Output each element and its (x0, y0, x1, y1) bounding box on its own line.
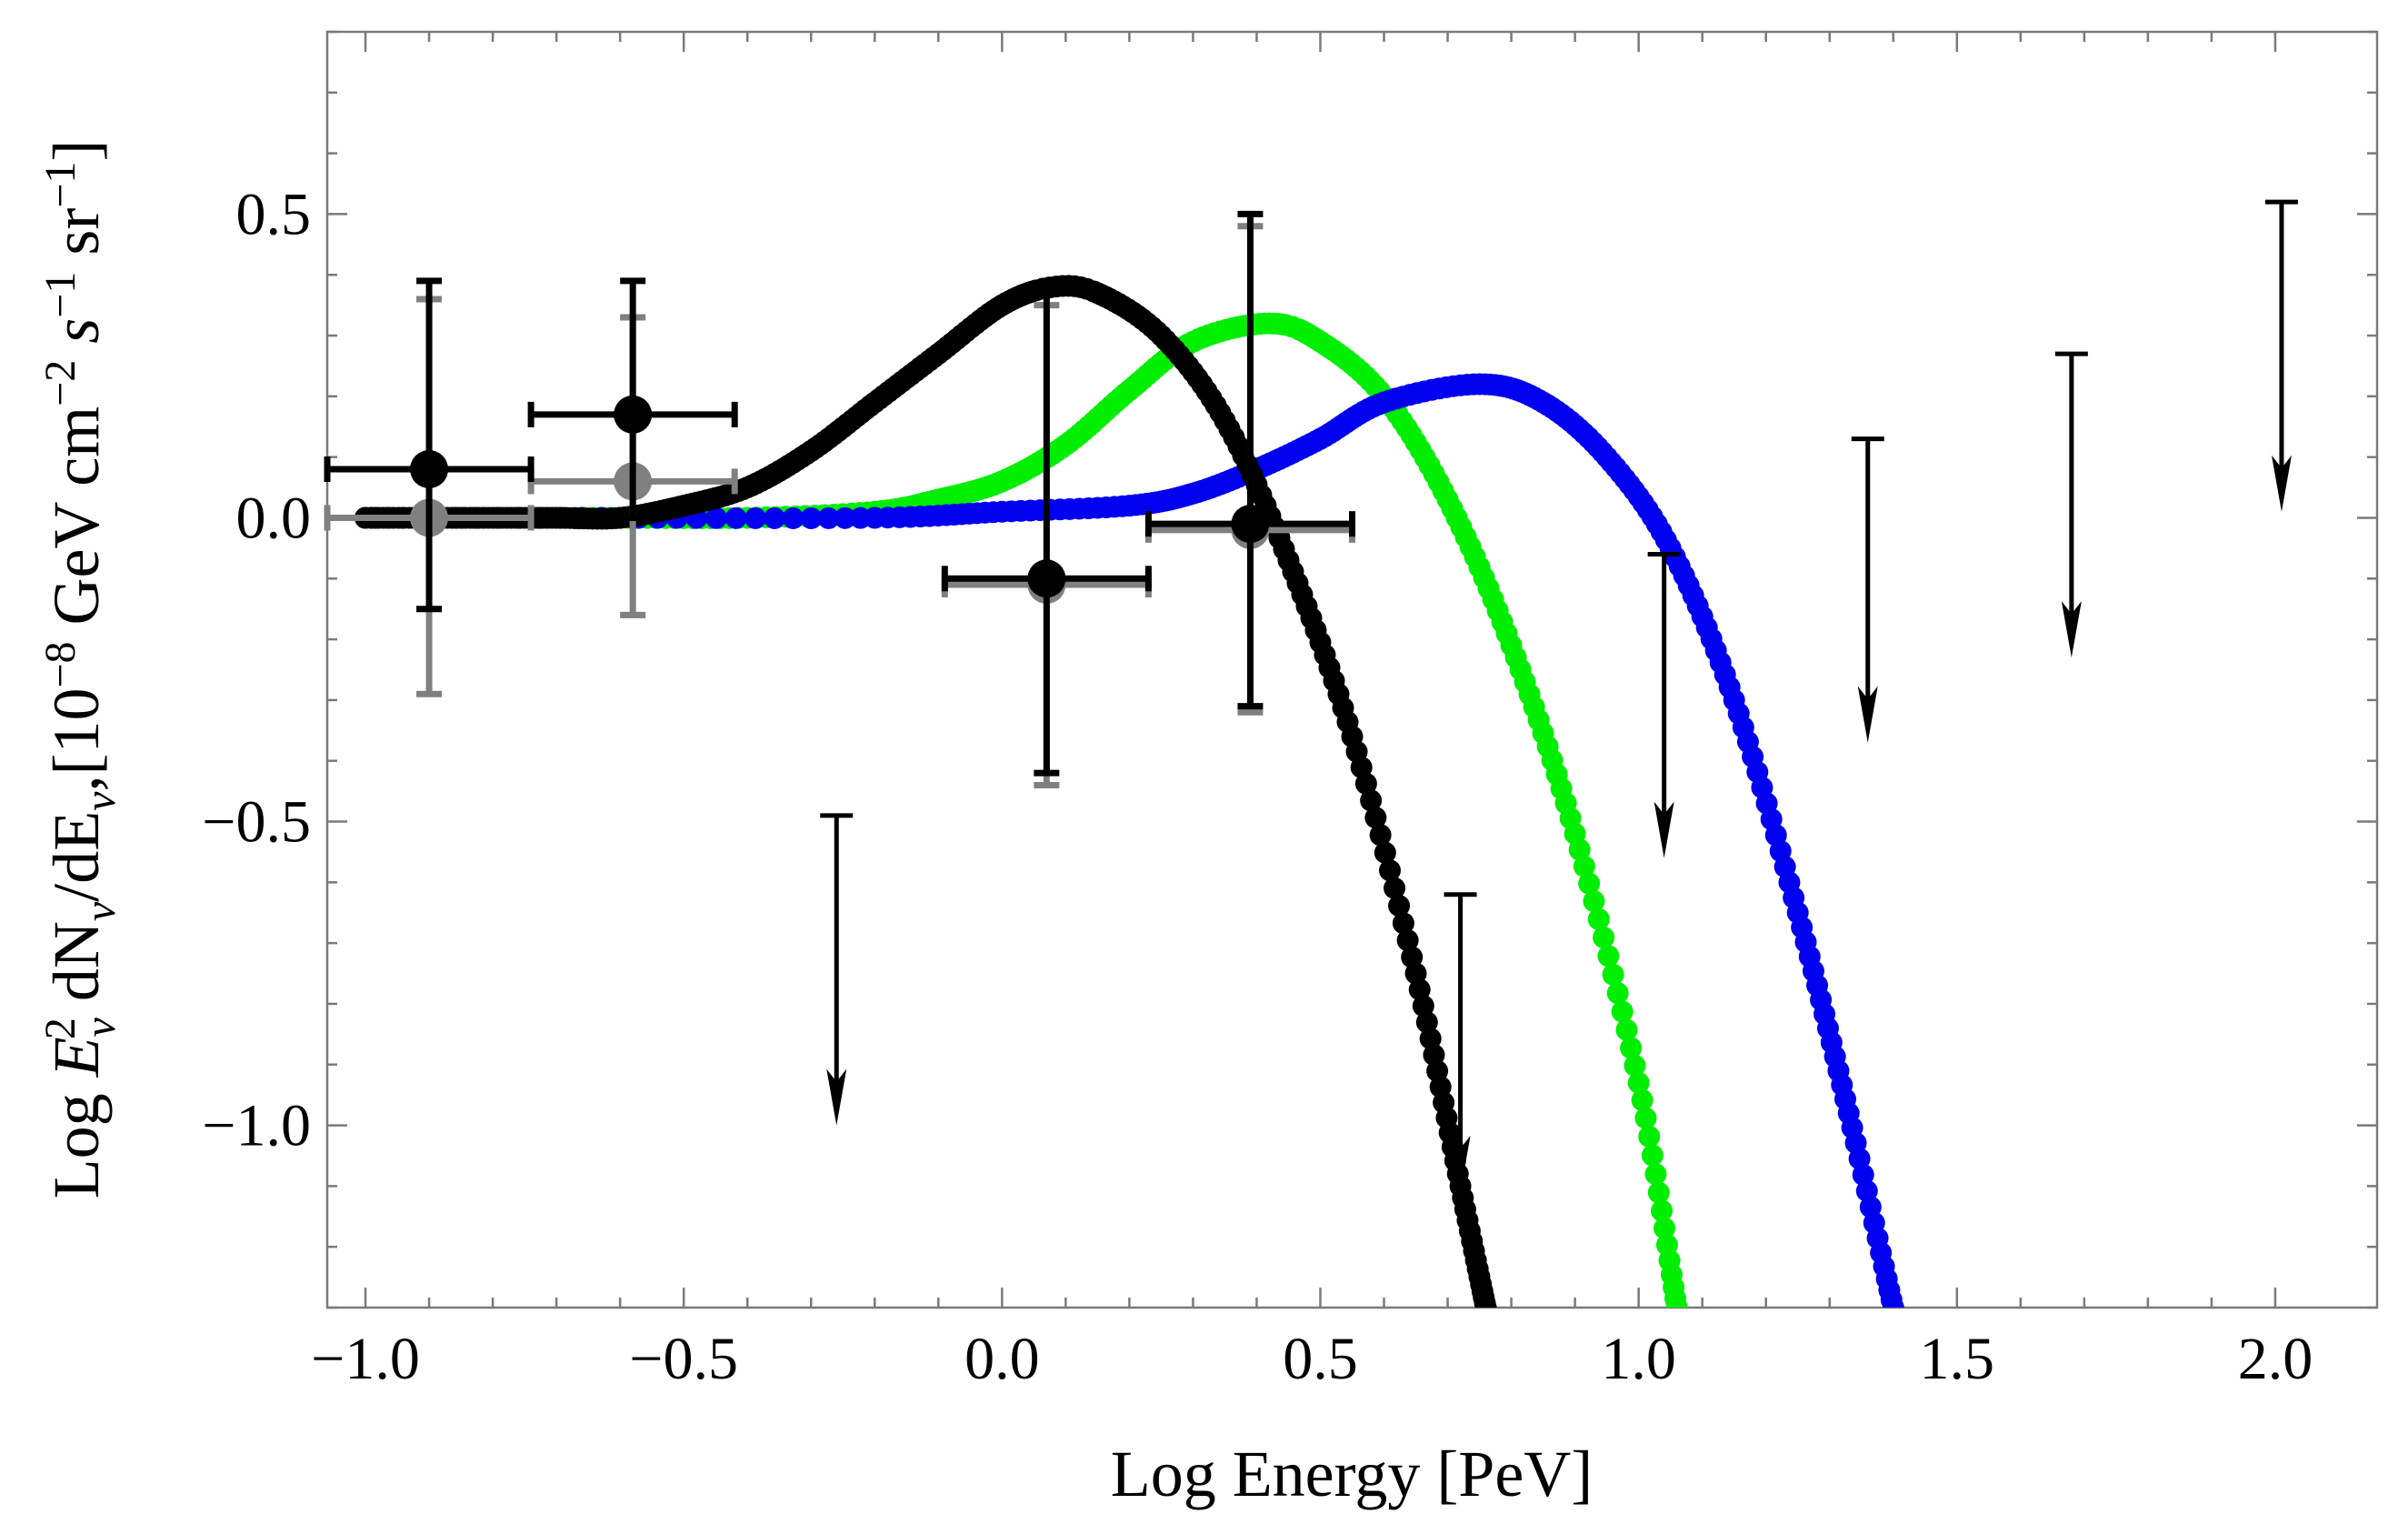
series-point (1606, 982, 1629, 1005)
series-point (1474, 1297, 1497, 1308)
series-point (1634, 1107, 1657, 1129)
series-point (1882, 1297, 1904, 1308)
x-tick-label: 2.0 (2238, 1326, 2313, 1392)
x-axis-title: Log Energy [PeV] (1111, 1438, 1594, 1510)
series-point (1583, 890, 1605, 913)
series-point (1396, 929, 1419, 952)
upper-limit-arrows (820, 199, 2298, 1193)
limit-arrowhead (2061, 601, 2082, 658)
series-point (1654, 1217, 1676, 1239)
y-tick-label: 0.5 (236, 181, 312, 247)
black-data-points (324, 210, 1355, 777)
x-tick-label: −0.5 (629, 1326, 738, 1392)
series-point (1631, 1088, 1654, 1111)
y-tick-label: −0.5 (202, 789, 311, 856)
axis-ticks (327, 30, 2377, 1309)
series-point (1620, 1037, 1643, 1059)
series-point (1665, 1297, 1688, 1308)
series-point (1384, 877, 1406, 899)
series-point (1647, 1181, 1670, 1204)
series-point (1624, 1054, 1646, 1077)
series-green-model (355, 312, 1688, 1308)
series-point (1415, 1011, 1438, 1034)
series-point (1374, 841, 1396, 864)
series-point (744, 506, 766, 529)
series-point (1578, 872, 1601, 895)
tick-labels: −1.0 −0.5 0.0 0.5 1.0 1.5 2.0 0.5 0.0 −0.5 −1.0 (202, 181, 2313, 1392)
series-point (1641, 1144, 1664, 1167)
series-point (817, 506, 840, 529)
limit-arrowhead (1857, 686, 1878, 743)
series-point (1615, 1018, 1638, 1041)
y-tick-label: −1.0 (202, 1093, 311, 1159)
series-layer (355, 275, 1904, 1308)
series-point (1638, 1126, 1661, 1148)
series-point (1573, 855, 1595, 877)
limit-arrowhead (1450, 1136, 1471, 1193)
x-tick-label: 1.5 (1920, 1326, 1995, 1392)
y-axis-title: Log Eν2 dNν/dEν,[10−8 GeV cm−2 s−1 sr−1] (36, 140, 125, 1199)
series-point (724, 506, 747, 529)
data-point (614, 395, 653, 434)
series-point (1392, 912, 1414, 935)
series-point (1412, 995, 1434, 1018)
series-point (1587, 907, 1610, 930)
series-point (834, 506, 856, 529)
series-point (1597, 945, 1620, 968)
series-point (1354, 772, 1377, 795)
series-point (1369, 824, 1392, 847)
series-point (1644, 1163, 1667, 1186)
series-point (1364, 807, 1387, 829)
data-point (1027, 559, 1066, 598)
y-tick-label: 0.0 (236, 485, 312, 551)
series-point (1378, 859, 1401, 882)
series-point (1611, 1000, 1634, 1023)
plot-frame (325, 30, 2379, 1309)
series-point (1408, 978, 1431, 1001)
series-point (764, 506, 786, 529)
series-point (1401, 946, 1424, 968)
limit-arrowhead (826, 1068, 847, 1126)
series-point (1602, 963, 1624, 986)
series-point (1651, 1199, 1674, 1222)
series-point (1627, 1071, 1650, 1094)
data-point (410, 450, 449, 489)
x-tick-label: 1.0 (1601, 1326, 1676, 1392)
x-tick-label: −1.0 (311, 1326, 420, 1392)
x-tick-label: 0.5 (1283, 1326, 1358, 1392)
series-point (704, 506, 727, 529)
limit-arrowhead (2271, 455, 2292, 512)
series-point (1568, 838, 1591, 861)
series-point (800, 506, 823, 529)
series-point (1360, 789, 1383, 812)
x-tick-label: 0.0 (964, 1326, 1040, 1392)
series-point (1593, 927, 1615, 949)
data-point (1231, 505, 1270, 544)
limit-arrowhead (1654, 801, 1674, 858)
series-point (1419, 1028, 1442, 1050)
series-point (782, 506, 804, 529)
series-point (1388, 895, 1411, 917)
